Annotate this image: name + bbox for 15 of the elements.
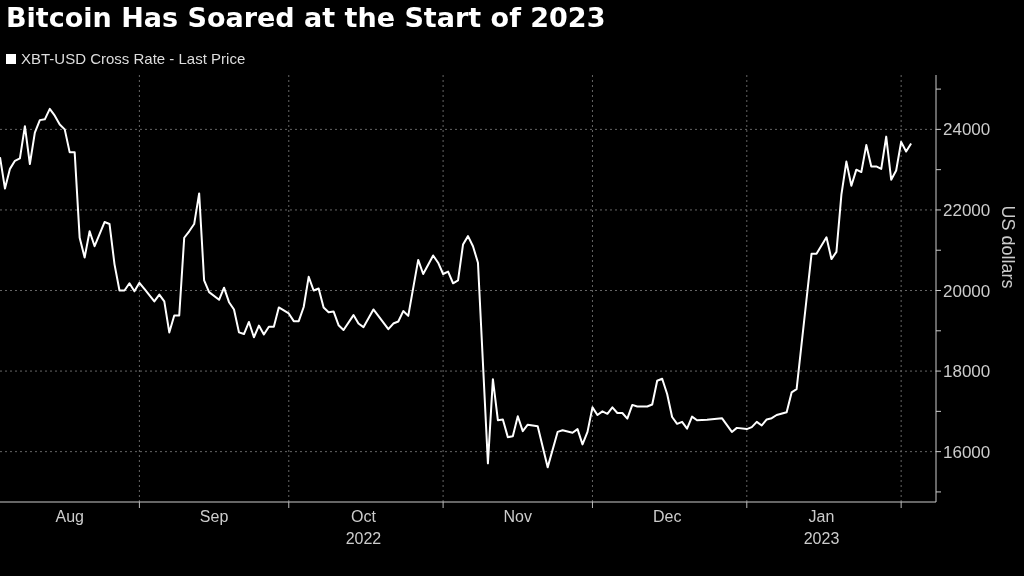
y-tick-label: 18000 xyxy=(943,362,991,382)
y-tick-label: 22000 xyxy=(943,200,991,220)
x-tick-label: Aug xyxy=(55,508,84,525)
legend-label: XBT-USD Cross Rate - Last Price xyxy=(21,50,246,67)
x-tick-label: Nov xyxy=(503,508,533,525)
y-tick-label: 24000 xyxy=(943,120,991,140)
y-tick-label: 16000 xyxy=(943,442,991,462)
chart-title: Bitcoin Has Soared at the Start of 2023 xyxy=(6,2,606,33)
line-series xyxy=(0,107,913,469)
x-tick-label: Dec xyxy=(652,508,682,525)
x-tick-label: Oct 2022 xyxy=(345,508,382,547)
x-tick-label: Jan 2023 xyxy=(803,508,840,547)
y-tick-label: 20000 xyxy=(943,281,991,301)
y-axis-title: US dollars xyxy=(997,205,1018,289)
x-tick-label: Sep xyxy=(199,508,229,525)
